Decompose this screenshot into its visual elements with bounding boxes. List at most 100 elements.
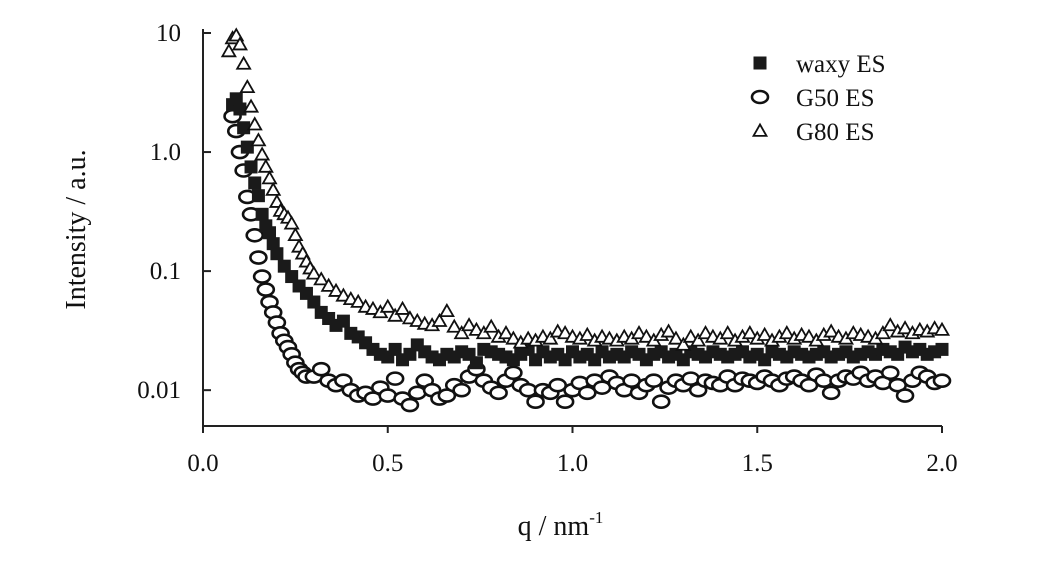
data-point xyxy=(778,325,795,340)
data-point xyxy=(235,55,252,70)
x-axis-title: q / nm-1 xyxy=(518,508,604,542)
data-point xyxy=(675,336,692,351)
data-point xyxy=(682,328,699,343)
data-point xyxy=(229,92,243,106)
legend-label: waxy ES xyxy=(796,51,886,78)
y-tick-label: 10 xyxy=(156,20,181,47)
legend-label: G50 ES xyxy=(796,85,874,112)
data-point xyxy=(630,325,648,340)
data-point xyxy=(220,43,237,58)
data-point xyxy=(245,227,265,243)
data-point xyxy=(320,277,337,292)
data-point xyxy=(335,287,352,302)
data-point xyxy=(248,176,262,190)
x-axis-title-text: q / nm xyxy=(518,511,590,542)
data-point xyxy=(453,325,470,340)
data-point xyxy=(469,356,483,370)
data-point xyxy=(577,385,597,401)
legend: waxy ES G50 ES G80 ES xyxy=(750,51,886,146)
data-point xyxy=(497,325,515,340)
y-ticks: 10 1.0 0.1 0.01 xyxy=(137,20,211,404)
data-point xyxy=(387,307,404,322)
data-point xyxy=(240,140,254,154)
data-point xyxy=(350,293,367,308)
data-point xyxy=(254,146,271,161)
data-point xyxy=(526,394,545,409)
data-point xyxy=(313,271,330,286)
data-point xyxy=(660,323,677,338)
data-point xyxy=(741,325,758,340)
x-tick-label: 1.0 xyxy=(557,450,588,477)
data-point xyxy=(896,320,914,335)
data-point xyxy=(638,328,655,343)
data-point xyxy=(681,371,701,386)
data-point xyxy=(821,385,841,401)
data-point xyxy=(251,189,265,203)
data-point xyxy=(400,397,420,413)
data-point xyxy=(270,247,284,261)
series-g80-es xyxy=(220,27,951,351)
data-point xyxy=(311,361,331,377)
data-point xyxy=(446,318,463,333)
data-point xyxy=(690,332,707,347)
data-point xyxy=(233,102,247,116)
legend-item: G80 ES xyxy=(751,119,874,146)
data-point xyxy=(336,314,350,328)
data-point xyxy=(460,317,478,332)
data-point xyxy=(505,330,522,345)
data-point xyxy=(244,160,258,174)
data-point xyxy=(364,300,382,315)
data-point xyxy=(483,318,500,333)
data-point xyxy=(246,116,263,131)
series-waxy-es xyxy=(226,92,949,370)
legend-item: G50 ES xyxy=(750,85,874,112)
data-point xyxy=(239,78,256,94)
x-tick-label: 0.0 xyxy=(187,450,218,477)
data-marks xyxy=(220,27,952,413)
data-point xyxy=(489,385,508,401)
legend-marker xyxy=(750,89,770,105)
data-point xyxy=(882,317,899,332)
data-point xyxy=(408,385,427,401)
data-point xyxy=(265,181,282,196)
data-point xyxy=(644,373,664,389)
legend-marker xyxy=(753,56,767,70)
y-tick-label: 0.1 xyxy=(150,258,181,285)
legend-label: G80 ES xyxy=(796,119,874,146)
data-point xyxy=(468,321,485,336)
data-point xyxy=(266,237,280,251)
data-point xyxy=(697,325,714,340)
data-point xyxy=(388,342,402,356)
data-point xyxy=(249,250,268,265)
data-point xyxy=(431,312,448,327)
data-point xyxy=(231,36,249,51)
x-ticks: 0.0 0.5 1.0 1.5 2.0 xyxy=(187,426,958,477)
legend-item: waxy ES xyxy=(753,51,886,78)
legend-marker xyxy=(751,122,769,137)
data-point xyxy=(250,132,267,147)
data-point xyxy=(263,226,277,240)
data-point xyxy=(932,373,952,389)
data-point xyxy=(277,259,291,273)
x-axis-title-superscript: -1 xyxy=(589,508,603,527)
data-point xyxy=(756,326,773,341)
data-point xyxy=(452,382,471,398)
data-point xyxy=(261,170,278,185)
x-tick-label: 1.5 xyxy=(742,450,773,477)
series-g50-es xyxy=(223,108,952,413)
data-point xyxy=(242,98,260,113)
data-point xyxy=(504,365,523,381)
data-point xyxy=(895,388,915,403)
data-point xyxy=(394,300,411,315)
data-point xyxy=(542,330,559,345)
axes: 10 1.0 0.1 0.01 0.0 0.5 1.0 1.5 2.0 xyxy=(137,20,957,477)
data-point xyxy=(287,226,304,242)
data-point xyxy=(327,282,345,297)
data-point xyxy=(880,365,900,381)
x-tick-label: 2.0 xyxy=(926,450,957,477)
x-tick-label: 0.5 xyxy=(372,450,403,477)
data-point xyxy=(237,121,251,135)
data-point xyxy=(385,371,405,386)
data-point xyxy=(438,302,455,318)
data-point xyxy=(579,326,596,341)
